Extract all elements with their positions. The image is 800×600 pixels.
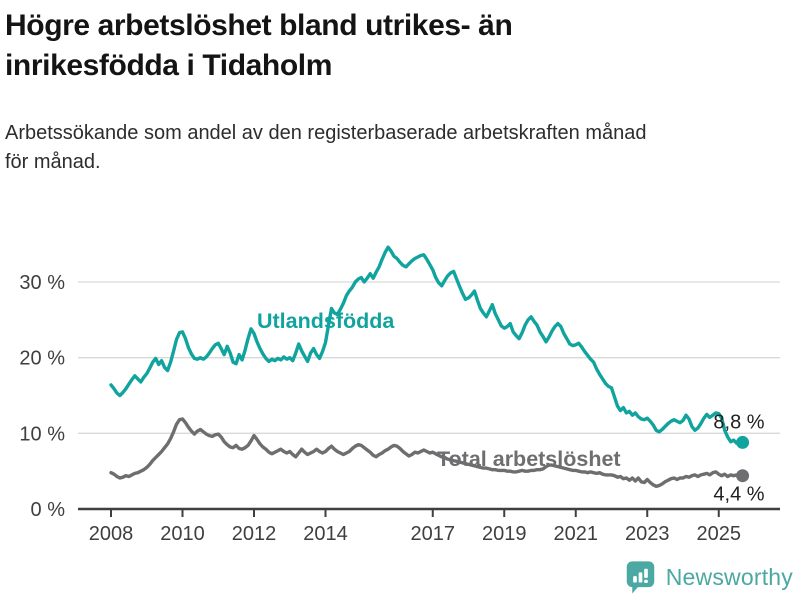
y-axis-label: 30 %: [19, 272, 65, 294]
unemployment-line-chart: 0 % 10 % 20 % 30 % 2008 2010 2012 2014 2017 2019 2…: [19, 245, 780, 545]
series-label: Total arbetslöshet: [437, 447, 621, 471]
y-axis-label: 10 %: [19, 423, 65, 445]
page-title-line-1: Högre arbetslöshet bland utrikes- än: [5, 9, 513, 42]
brand-name: Newsworthy: [665, 563, 793, 590]
x-tick-label: 2023: [625, 523, 670, 545]
x-tick-label: 2021: [554, 523, 599, 545]
series-line-utlandsfodda: [109, 245, 745, 445]
x-tick-label: 2014: [303, 523, 348, 545]
series-line-total: [109, 417, 745, 488]
y-axis-label: 0 %: [31, 499, 66, 521]
y-axis-label: 20 %: [19, 348, 65, 370]
page-subtitle: Arbetssökande som andel av den registerb…: [5, 119, 745, 177]
series-end-dot: [736, 435, 750, 449]
x-tick-label: 2025: [697, 523, 742, 545]
series-end-value: 8,8 %: [713, 411, 764, 433]
page-subtitle-line-1: Arbetssökande som andel av den registerb…: [5, 122, 647, 144]
x-tick-label: 2008: [89, 523, 134, 545]
newsworthy-brand: Newsworthy: [624, 559, 793, 595]
x-tick-label: 2012: [232, 523, 277, 545]
page-title-line-2: inrikesfödda i Tidaholm: [5, 49, 332, 82]
page-title: Högre arbetslöshet bland utrikes- än inr…: [5, 6, 645, 86]
series-label: Utlandsfödda: [257, 309, 395, 333]
newsworthy-logo-icon: [626, 561, 654, 594]
x-tick-label: 2019: [482, 523, 527, 545]
x-tick-label: 2017: [411, 523, 456, 545]
series-end-dot: [736, 469, 750, 483]
series-end-value: 4,4 %: [713, 484, 764, 506]
page-subtitle-line-2: för månad.: [5, 151, 101, 173]
x-tick-label: 2010: [160, 523, 205, 545]
